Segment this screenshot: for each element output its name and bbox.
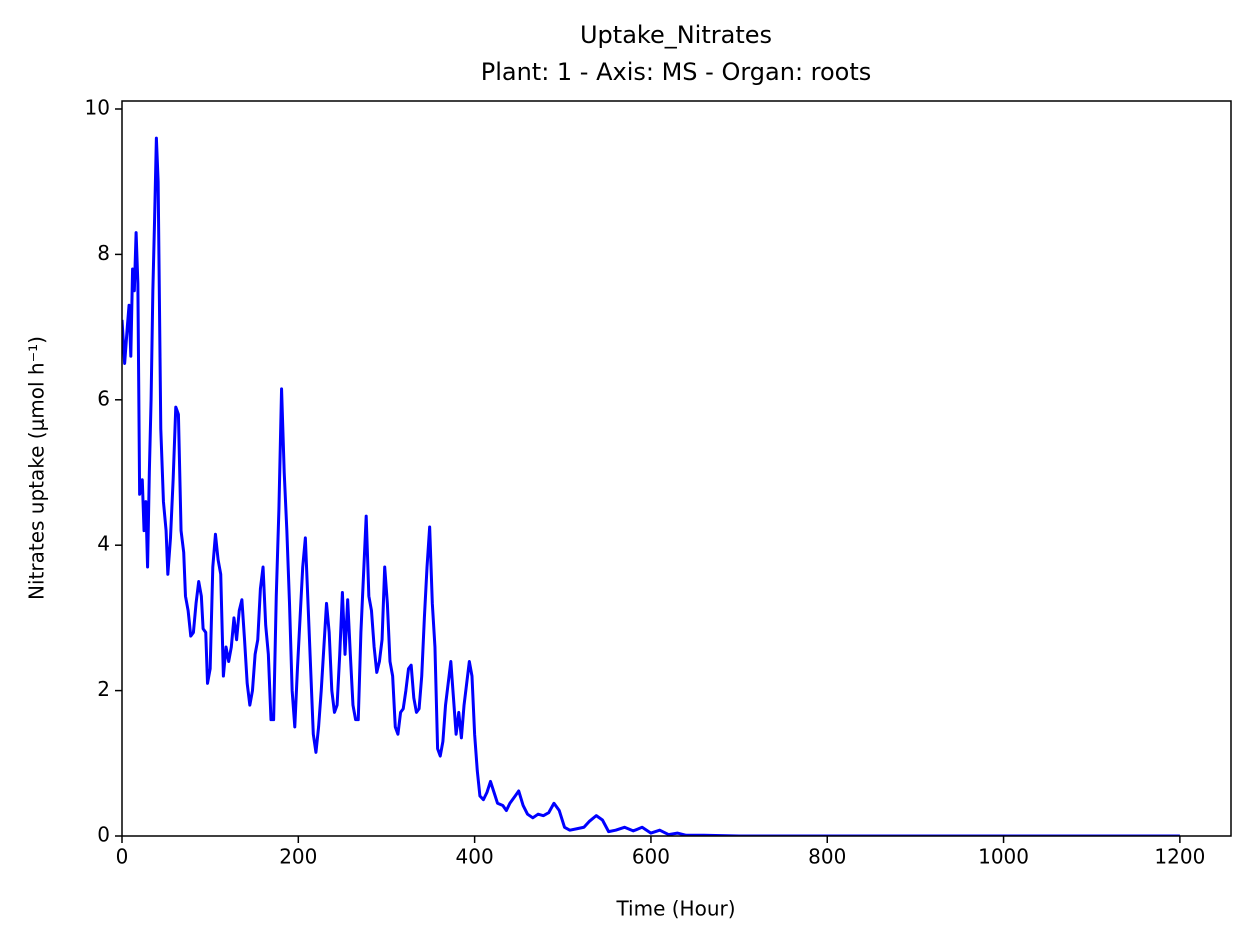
chart-title: Uptake_Nitrates [580, 21, 772, 49]
y-tick-label: 6 [97, 386, 110, 410]
y-tick-label: 2 [97, 677, 110, 701]
x-tick-label: 400 [456, 845, 494, 869]
x-tick-label: 600 [632, 845, 670, 869]
y-axis-label: Nitrates uptake (μmol h⁻¹) [25, 336, 49, 600]
chart-subtitle: Plant: 1 - Axis: MS - Organ: roots [481, 58, 872, 86]
x-tick-label: 1200 [1154, 845, 1205, 869]
x-tick-label: 1000 [978, 845, 1029, 869]
y-tick-label: 4 [97, 532, 110, 556]
y-tick-label: 8 [97, 241, 110, 265]
y-tick-label: 10 [85, 95, 110, 119]
x-axis-label: Time (Hour) [615, 897, 735, 921]
x-tick-label: 200 [279, 845, 317, 869]
x-tick-label: 800 [808, 845, 846, 869]
x-tick-label: 0 [116, 845, 129, 869]
y-tick-label: 0 [97, 823, 110, 847]
plot-frame [121, 100, 1232, 837]
data-line [122, 136, 1180, 836]
